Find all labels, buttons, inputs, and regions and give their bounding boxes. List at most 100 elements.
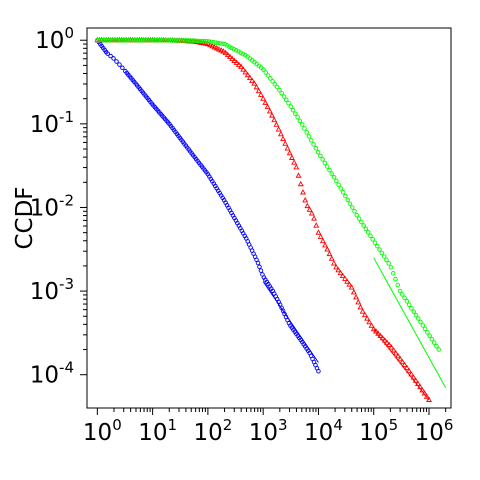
x-tick-labels: 100 101 102 103 104 105 106: [83, 416, 453, 446]
data-point: [271, 116, 278, 123]
data-point: [111, 37, 116, 43]
data-point: [340, 190, 346, 195]
data-point: [291, 159, 298, 165]
data-point: [186, 38, 191, 43]
data-point: [129, 37, 134, 43]
plot-frame: [86, 27, 452, 409]
data-point: [327, 167, 332, 173]
data-point: [213, 45, 220, 51]
data-point: [425, 330, 430, 335]
y-tick-labels: 100 10-1 10-2 10-3 10-4: [30, 24, 74, 389]
data-point: [318, 153, 323, 159]
x-tick-label: 106: [415, 416, 454, 446]
data-point: [336, 182, 341, 187]
data-point: [328, 255, 335, 261]
data-point: [355, 299, 362, 305]
data-point: [265, 73, 271, 78]
fit-line-1: [262, 281, 319, 363]
axis-ticks: [80, 39, 447, 415]
data-point: [404, 299, 410, 304]
data-point: [386, 341, 393, 347]
data-point: [297, 180, 304, 187]
data-point: [304, 130, 309, 135]
data-point: [302, 126, 307, 131]
data-point: [427, 333, 432, 339]
data-point: [138, 37, 143, 43]
data-point: [408, 370, 415, 377]
data-point: [388, 265, 394, 270]
data-point: [282, 140, 289, 146]
data-point: [154, 38, 159, 43]
data-point: [235, 61, 242, 67]
data-point: [188, 38, 193, 43]
data-point: [106, 37, 111, 43]
data-point: [99, 37, 105, 43]
data-point: [343, 193, 348, 199]
data-point: [273, 121, 280, 127]
data-point: [114, 59, 119, 64]
data-point: [215, 40, 221, 46]
data-point: [377, 247, 382, 252]
data-point: [101, 37, 107, 43]
data-point: [206, 39, 212, 44]
fit-line-3: [373, 257, 447, 388]
data-point: [326, 250, 333, 257]
data-point: [299, 122, 305, 127]
data-point: [172, 38, 177, 43]
data-point: [115, 37, 121, 43]
data-point: [400, 292, 405, 297]
data-point: [270, 79, 275, 84]
data-point: [359, 308, 366, 314]
data-point: [260, 95, 267, 101]
data-point: [348, 284, 355, 290]
data-point: [316, 369, 321, 374]
data-point: [183, 38, 189, 43]
data-point: [233, 59, 240, 65]
data-point: [350, 205, 355, 210]
data-point: [295, 115, 300, 120]
data-point: [346, 281, 353, 287]
data-point: [331, 174, 337, 180]
y-tick-label: 10-2: [30, 191, 74, 221]
data-point: [290, 107, 296, 113]
x-tick-label: 104: [304, 416, 343, 446]
data-point: [390, 347, 397, 353]
data-point: [319, 237, 326, 244]
data-point: [258, 268, 264, 273]
data-point: [249, 77, 256, 83]
data-point: [142, 37, 148, 43]
data-point: [272, 81, 278, 87]
data-point: [381, 254, 387, 259]
data-point: [120, 37, 125, 43]
data-point: [397, 355, 404, 362]
data-point: [416, 316, 421, 321]
data-point: [284, 145, 291, 151]
data-point: [286, 149, 293, 156]
data-point: [264, 103, 271, 110]
data-point: [211, 43, 218, 50]
data-point: [274, 84, 280, 90]
data-point: [368, 322, 375, 328]
data-point: [190, 38, 196, 43]
x-tick-label: 101: [138, 416, 177, 446]
data-point: [344, 278, 351, 284]
data-point: [105, 51, 110, 56]
data-point: [111, 56, 116, 61]
data-point: [279, 91, 284, 96]
data-point: [177, 38, 182, 43]
data-point: [311, 142, 316, 147]
data-point: [370, 236, 375, 242]
data-point: [277, 87, 282, 93]
data-point: [363, 226, 369, 232]
data-point: [217, 41, 223, 46]
y-tick-label: 10-3: [30, 275, 74, 305]
data-point: [293, 163, 300, 170]
data-point: [224, 43, 230, 48]
data-point: [333, 263, 340, 270]
data-point: [220, 41, 225, 46]
data-point: [255, 260, 261, 266]
data-point: [413, 312, 419, 318]
data-point: [422, 326, 428, 332]
data-point: [311, 215, 317, 221]
data-point: [315, 150, 321, 155]
